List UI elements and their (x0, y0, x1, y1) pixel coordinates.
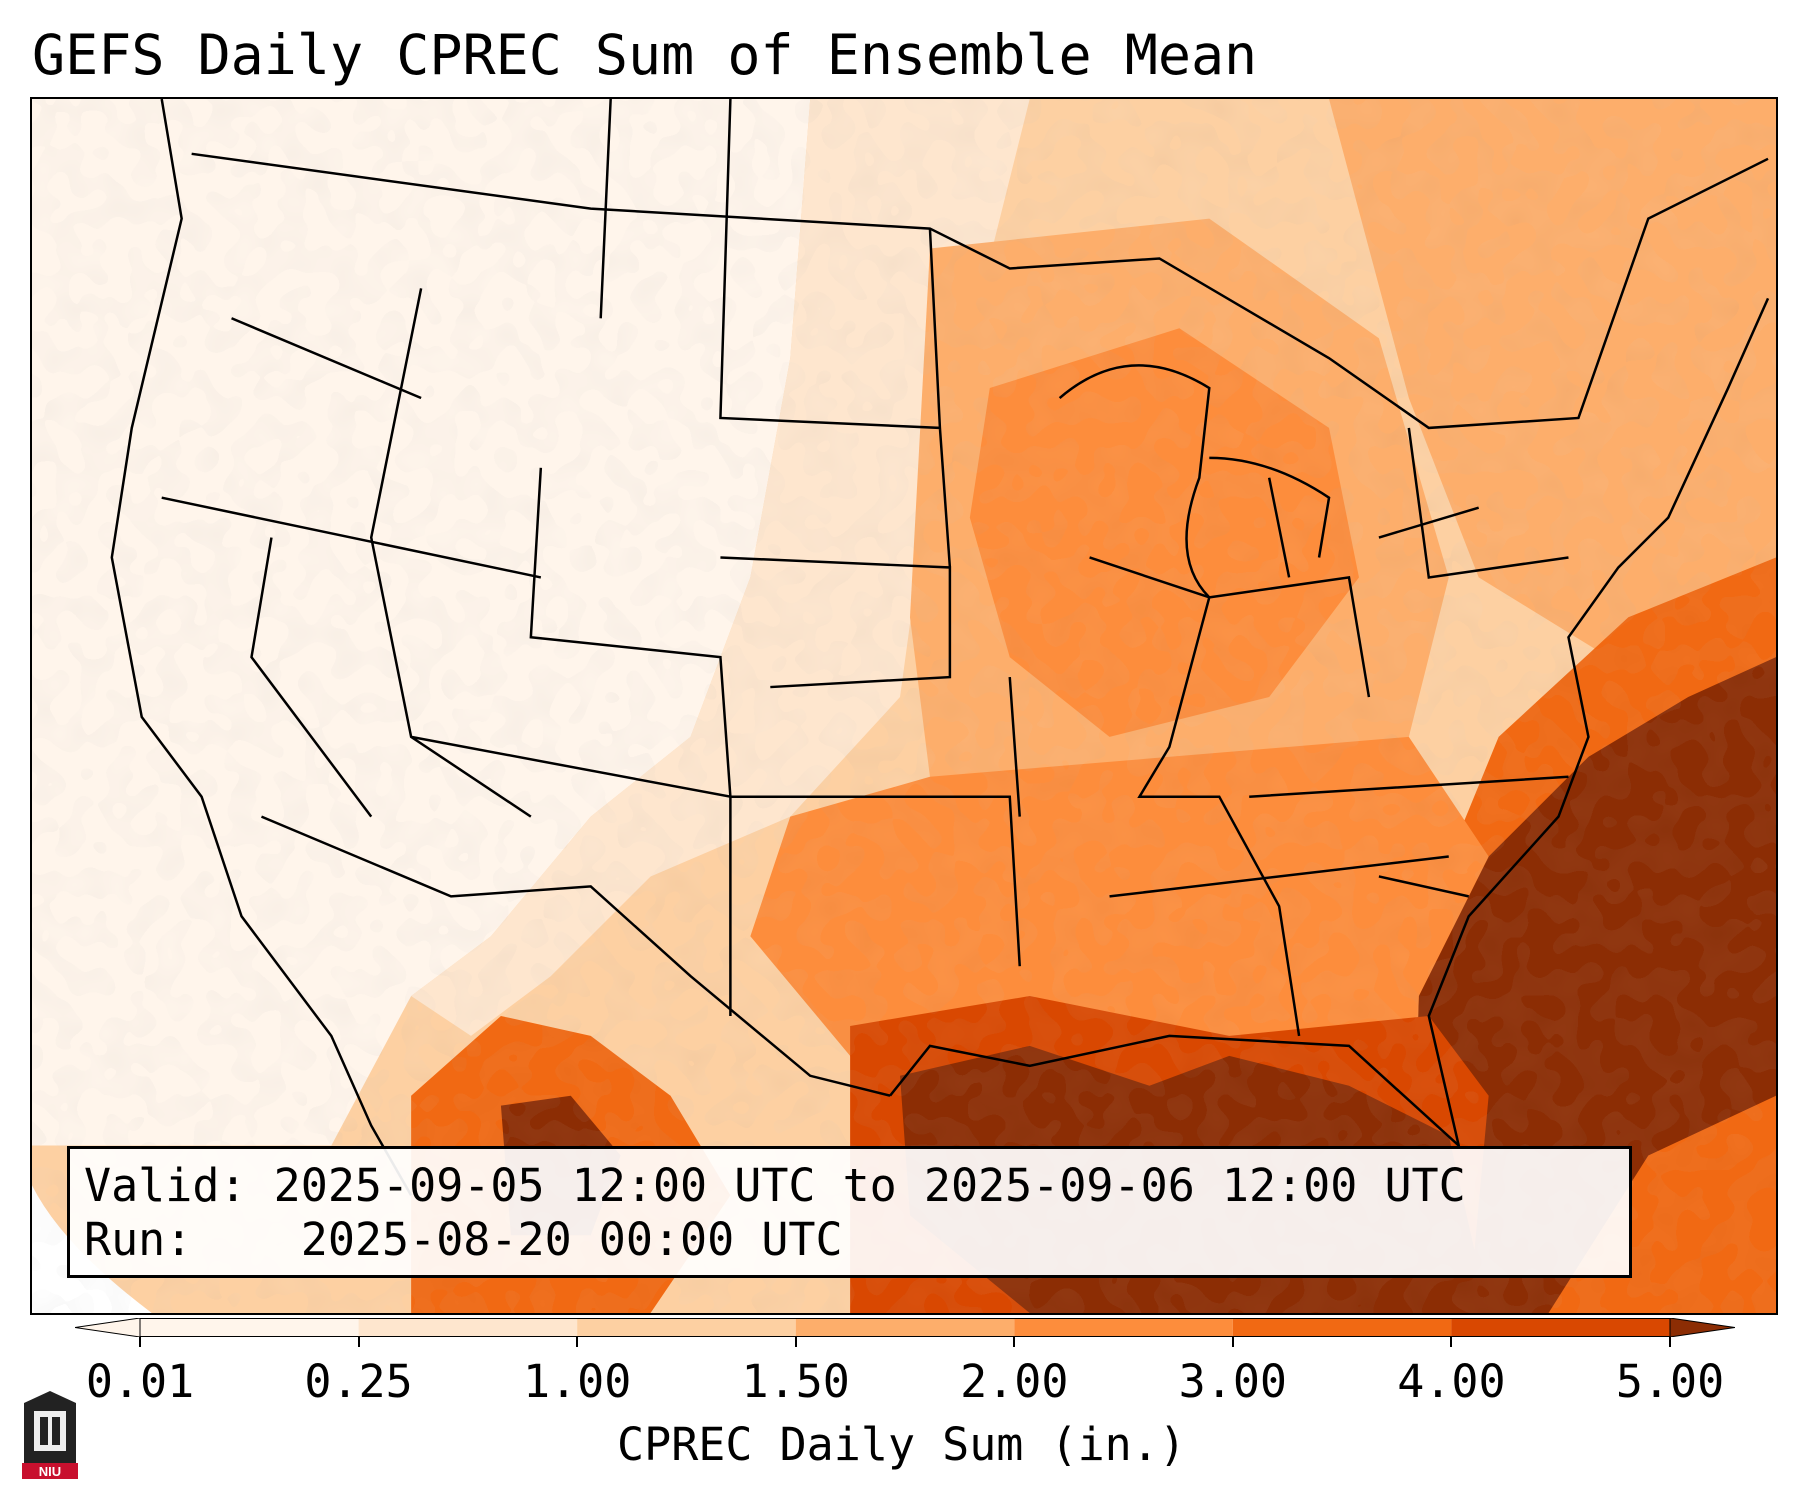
colorbar-tick (357, 1337, 360, 1347)
colorbar-tick-label: 0.01 (85, 1355, 195, 1408)
colorbar-tick (1450, 1337, 1453, 1347)
colorbar-segment (1014, 1318, 1233, 1337)
run-label: Run: (84, 1213, 193, 1266)
colorbar-segment (358, 1318, 578, 1337)
colorbar-extend-low (75, 1318, 141, 1337)
niu-logo: NIU (20, 1385, 80, 1481)
colorbar-tick-label: 1.00 (522, 1355, 632, 1408)
precip-map (30, 97, 1778, 1315)
map-title: GEFS Daily CPREC Sum of Ensemble Mean (32, 23, 1258, 87)
great-lakes (1058, 364, 1480, 599)
colorbar-tick (794, 1337, 797, 1347)
valid-run-info-box: Valid: 2025-09-05 12:00 UTC to 2025-09-0… (67, 1146, 1632, 1278)
colorbar-segment (140, 1318, 359, 1337)
colorbar-tick (139, 1337, 141, 1347)
state-boundaries (110, 99, 1770, 1197)
colorbar-extend-high (1669, 1318, 1735, 1337)
colorbar-segment (795, 1318, 1015, 1337)
colorbar-segment (1451, 1318, 1670, 1337)
colorbar-tick-label: 0.25 (304, 1355, 413, 1408)
border-mexico (260, 815, 891, 1097)
state-lines-east (1089, 427, 1569, 1037)
colorbar-tick (1013, 1337, 1016, 1347)
colorbar-label: CPREC Daily Sum (in.) (617, 1418, 1186, 1471)
niu-logo-text: NIU (39, 1464, 61, 1479)
colorbar-tick-label: 2.00 (960, 1355, 1069, 1408)
colorbar-tick (576, 1337, 579, 1347)
precip-map-svg (32, 99, 1776, 1313)
colorbar-outline (139, 1318, 1671, 1337)
valid-value: 2025-09-05 12:00 UTC to 2025-09-06 12:00… (273, 1159, 1466, 1212)
colorbar-tick (1669, 1337, 1671, 1347)
colorbar-segment (577, 1318, 796, 1337)
colorbar (75, 1318, 1735, 1337)
colorbar-tick-label: 1.50 (741, 1355, 850, 1408)
state-lines-west (161, 288, 732, 1016)
colorbar-tick-label: 3.00 (1178, 1355, 1288, 1408)
colorbar-segment (1232, 1318, 1452, 1337)
grid-texture (32, 99, 1776, 1313)
run-value: 2025-08-20 00:00 UTC (300, 1213, 843, 1266)
valid-label: Valid: (84, 1159, 247, 1212)
state-lines-central (599, 99, 1021, 967)
colorbar-tick (1231, 1337, 1234, 1347)
coastline-gulf (889, 297, 1770, 1150)
colorbar-tick-label: 4.00 (1397, 1355, 1506, 1408)
border-canada (191, 152, 1769, 430)
colorbar-tick-label: 5.00 (1615, 1355, 1725, 1408)
coastline-west (110, 99, 413, 1197)
